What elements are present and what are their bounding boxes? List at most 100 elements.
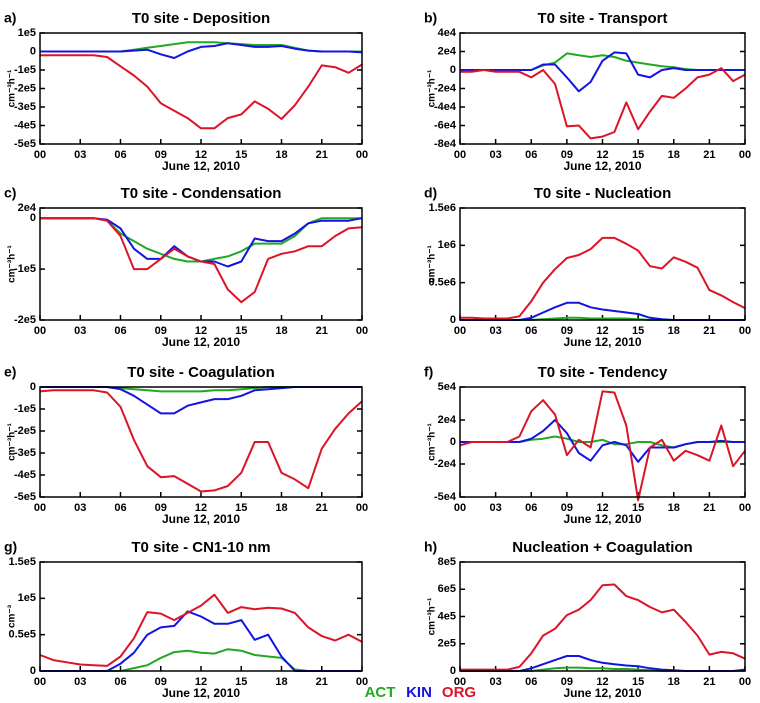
x-tick-label: 12	[195, 325, 207, 337]
y-tick-label: 0	[30, 45, 36, 57]
series-line	[460, 51, 745, 93]
y-tick-label: 0	[450, 665, 456, 677]
y-tick-label: 1.5e5	[8, 556, 36, 568]
x-tick-label: 03	[74, 676, 86, 688]
y-tick-label: -2e5	[14, 82, 36, 94]
x-axis-label: June 12, 2010	[162, 159, 240, 173]
y-tick-label: -1e5	[14, 64, 36, 76]
x-tick-label: 15	[632, 502, 644, 514]
y-tick-label: 1e6	[438, 239, 456, 251]
x-axis-label: June 12, 2010	[162, 686, 240, 700]
panel-title: Nucleation + Coagulation	[512, 539, 692, 556]
series-line	[40, 610, 362, 672]
x-axis-label: June 12, 2010	[563, 686, 641, 700]
legend-entry: ACT	[365, 684, 396, 701]
y-axis-label: cm⁻³h⁻¹	[7, 422, 18, 460]
x-tick-label: 00	[739, 149, 751, 161]
legend-entry: KIN	[406, 684, 432, 701]
x-tick-label: 03	[490, 676, 502, 688]
x-tick-label: 03	[74, 149, 86, 161]
panel-label: f)	[424, 364, 433, 380]
x-tick-label: 00	[454, 676, 466, 688]
x-tick-label: 06	[114, 676, 126, 688]
x-tick-label: 00	[356, 676, 368, 688]
plot-frame	[39, 561, 363, 672]
x-tick-label: 12	[596, 325, 608, 337]
x-tick-label: 21	[316, 325, 328, 337]
x-tick-label: 03	[490, 325, 502, 337]
series-line	[460, 67, 746, 140]
y-tick-label: -1e5	[14, 403, 36, 415]
y-tick-label: 1e5	[18, 27, 36, 39]
y-tick-label: 2e5	[438, 638, 456, 650]
series-line	[460, 419, 745, 463]
panel-label: c)	[4, 185, 16, 201]
x-tick-label: 18	[275, 676, 287, 688]
x-tick-label: 00	[34, 149, 46, 161]
y-tick-label: -1e5	[14, 263, 36, 275]
y-tick-label: 8e5	[438, 556, 456, 568]
x-tick-label: 00	[454, 325, 466, 337]
panel-title: T0 site - CN1-10 nm	[131, 539, 270, 556]
series-line	[460, 583, 746, 671]
x-tick-label: 15	[632, 149, 644, 161]
x-tick-label: 18	[275, 502, 287, 514]
plot-frame	[459, 207, 746, 321]
x-tick-label: 06	[525, 325, 537, 337]
series-line	[39, 593, 363, 667]
y-axis-label: cm⁻³h⁻¹	[427, 422, 438, 460]
x-axis-label: June 12, 2010	[563, 512, 641, 526]
plot-frame	[39, 207, 363, 321]
x-tick-label: 00	[454, 149, 466, 161]
x-tick-label: 12	[195, 676, 207, 688]
x-tick-label: 00	[356, 325, 368, 337]
y-tick-label: 0.5e5	[8, 629, 36, 641]
x-tick-label: 03	[490, 502, 502, 514]
x-tick-label: 15	[632, 676, 644, 688]
x-tick-label: 09	[155, 149, 167, 161]
y-tick-label: 2e4	[18, 202, 37, 214]
y-tick-label: -8e4	[434, 138, 457, 150]
x-tick-label: 15	[235, 149, 247, 161]
y-tick-label: -2e5	[14, 425, 36, 437]
plot-frame	[459, 32, 746, 145]
y-tick-label: 5e4	[438, 381, 457, 393]
x-tick-label: 00	[739, 502, 751, 514]
x-tick-label: 06	[114, 149, 126, 161]
panel-title: T0 site - Condensation	[121, 185, 282, 202]
x-axis-label: June 12, 2010	[563, 335, 641, 349]
plot-frame	[459, 386, 746, 498]
x-tick-label: 00	[34, 502, 46, 514]
y-tick-label: -6e4	[434, 119, 457, 131]
x-tick-label: 06	[114, 502, 126, 514]
plot-frame	[39, 386, 363, 498]
panel-title: T0 site - Tendency	[538, 364, 668, 381]
x-tick-label: 00	[356, 149, 368, 161]
y-tick-label: 2e4	[438, 45, 457, 57]
x-tick-label: 00	[356, 502, 368, 514]
y-tick-label: 0	[450, 436, 456, 448]
y-tick-label: 2e4	[438, 414, 457, 426]
x-tick-label: 18	[275, 149, 287, 161]
y-tick-label: 4e5	[438, 610, 456, 622]
panel-label: h)	[424, 539, 437, 555]
x-tick-label: 15	[235, 325, 247, 337]
x-tick-label: 18	[275, 325, 287, 337]
y-tick-label: -2e5	[14, 314, 36, 326]
x-tick-label: 00	[34, 676, 46, 688]
x-tick-label: 21	[316, 502, 328, 514]
series-line	[39, 389, 363, 493]
y-tick-label: -5e5	[14, 138, 36, 150]
panel-label: b)	[424, 10, 437, 26]
x-tick-label: 09	[155, 502, 167, 514]
x-tick-label: 09	[561, 149, 573, 161]
y-tick-label: -5e5	[14, 491, 36, 503]
y-tick-label: -4e5	[14, 469, 36, 481]
x-tick-label: 21	[703, 676, 715, 688]
x-tick-label: 21	[703, 325, 715, 337]
y-tick-label: 0	[450, 64, 456, 76]
x-tick-label: 21	[703, 149, 715, 161]
y-tick-label: 0	[30, 212, 36, 224]
y-tick-label: -5e4	[434, 491, 457, 503]
